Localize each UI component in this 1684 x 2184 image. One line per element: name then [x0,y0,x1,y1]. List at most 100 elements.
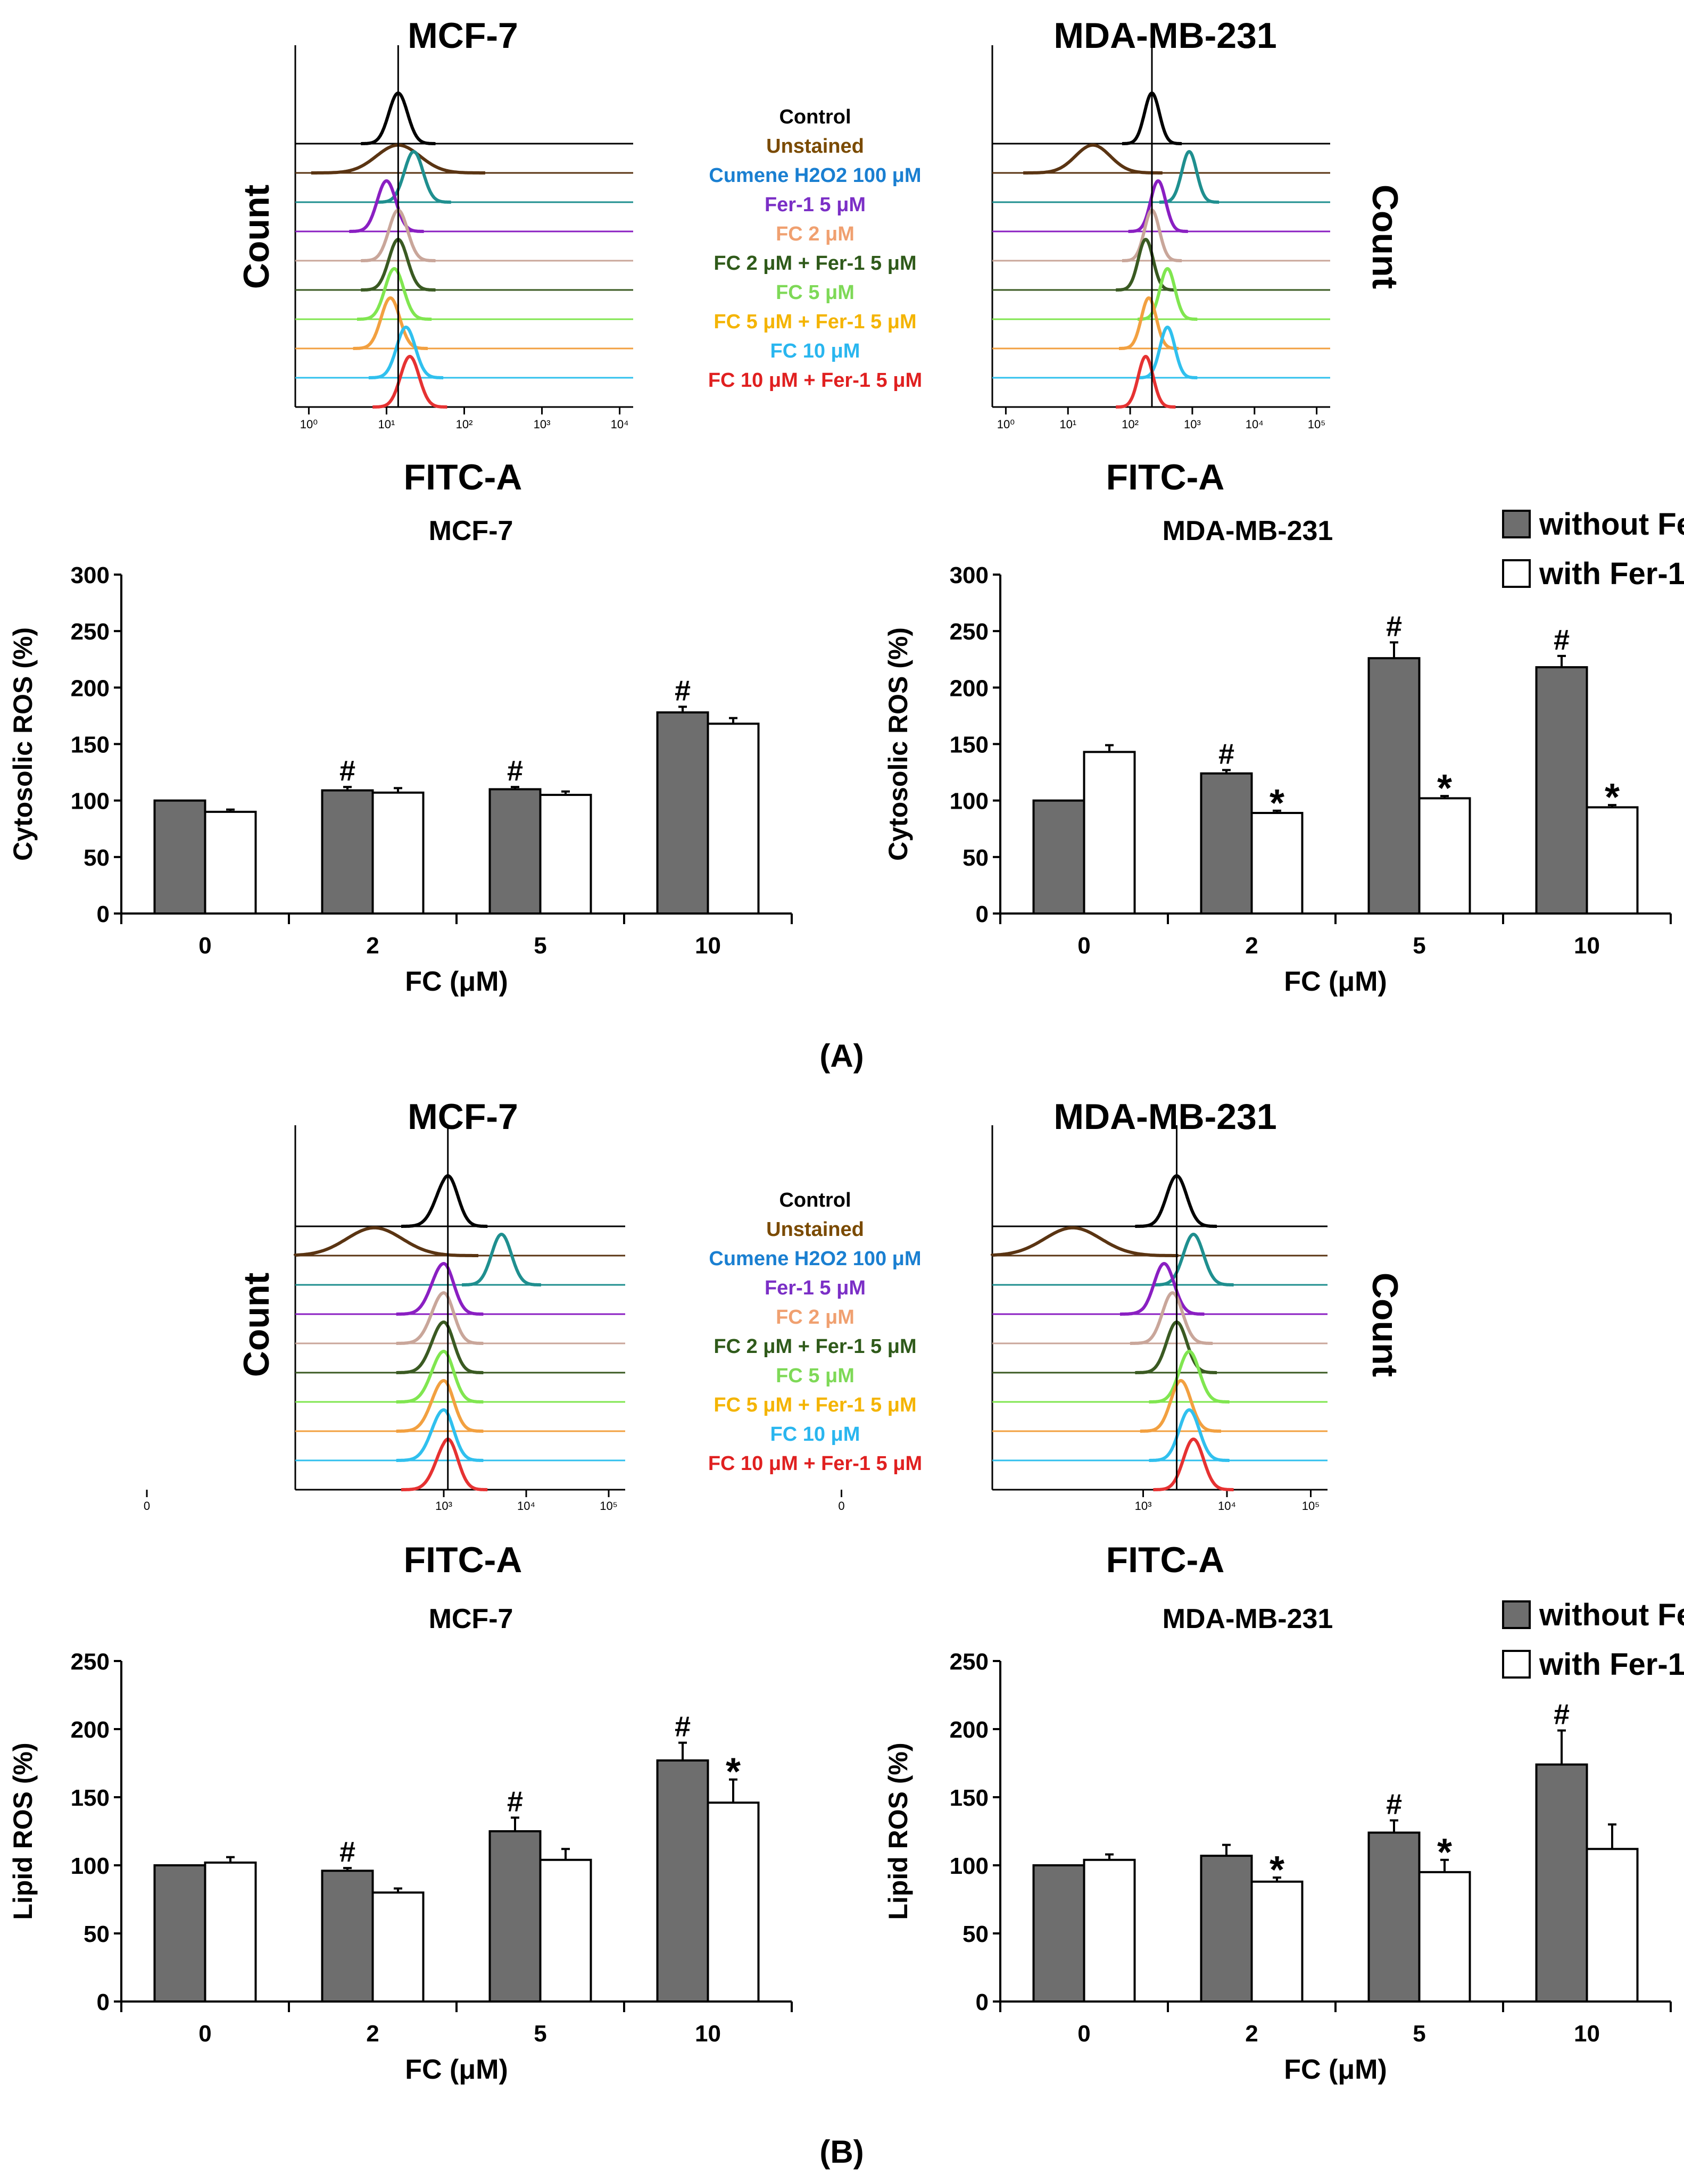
flow-legend-entry: Unstained [766,135,864,157]
flow-tick-label: 0 [838,1499,844,1513]
flow-legend-entry: FC 5 μM [776,1365,855,1387]
legend-swatch-without [1502,510,1531,538]
bar-y-tick-label: 250 [71,619,110,645]
flow-tick-label: 10⁵ [600,1499,618,1513]
flow-x-label: FITC-A [404,457,522,497]
flow-histogram-curve [1153,1437,1234,1491]
bar-chart-title: MCF-7 [429,1604,513,1634]
flow-histogram-curve [349,179,424,233]
bar-x-tick-label: 2 [1245,2021,1258,2047]
flow-tick-label: 10² [1122,418,1139,431]
significance-marker: # [675,1711,691,1743]
bar-without-fer1 [1535,1763,1588,2003]
bar-y-tick-label: 250 [950,619,989,645]
flow-histogram-curve [396,1261,484,1316]
bar-without-fer1 [488,1830,542,2003]
bar-x-tick-label: 2 [1245,933,1258,959]
flow-histogram-curve [1120,1261,1205,1316]
flow-y-label: Count [236,1273,277,1377]
bar-with-fer1 [204,1861,257,2003]
bar-y-tick-label: 150 [71,1785,110,1811]
flow-title: MDA-MB-231 [1053,1097,1276,1137]
flow-legend-entry: Fer-1 5 μM [765,1277,866,1299]
flow-tick-label: 10¹ [1059,418,1076,431]
bar-x-label: FC (μM) [1284,2054,1387,2085]
flow-histogram-curve [368,325,444,379]
bar-y-tick-label: 250 [950,1649,989,1675]
bar-y-tick-label: 150 [71,732,110,758]
bar-y-tick-label: 150 [950,732,989,758]
bar-y-tick-label: 200 [71,675,110,701]
significance-marker: * [1605,776,1620,819]
flow-tick-label: 10⁵ [1308,418,1326,431]
bar-without-fer1 [1200,1855,1253,2003]
bar-y-tick-label: 0 [976,901,989,927]
flow-legend-entry: Control [779,106,851,128]
flow-legend-entry: FC 5 μM + Fer-1 5 μM [714,1394,916,1416]
flow-legend-entry: Cumene H2O2 100 μM [709,1248,921,1270]
bar-y-tick-label: 0 [976,1989,989,2015]
bar-y-tick-label: 200 [950,675,989,701]
flow-tick-label: 10³ [1135,1499,1152,1513]
significance-marker: # [339,755,355,787]
flow-legend-entry: Fer-1 5 μM [765,194,866,216]
bar-x-tick-label: 0 [1077,2021,1090,2047]
flow-y-label: Count [236,185,277,289]
flow-legend-entry: FC 2 μM [776,1306,855,1328]
flow-histogram-curve [294,1226,479,1257]
flow-histogram-curve [1140,1379,1221,1433]
panel-label-a: (A) [819,1038,864,1074]
bar-without-fer1 [321,789,374,915]
bar-without-fer1 [1367,657,1421,915]
bar-y-label: Cytosolic ROS (%) [883,627,913,861]
flow-histogram-curve [357,267,432,321]
legend-label-without: without Fer-1 [1539,1598,1684,1632]
bar-y-tick-label: 0 [97,901,110,927]
legend-swatch-with [1502,1650,1531,1679]
flow-y-label: Count [1365,185,1405,289]
bar-without-fer1 [153,1864,206,2003]
significance-marker: # [1386,1789,1402,1821]
flow-legend-entry: FC 10 μM + Fer-1 5 μM [708,1452,922,1475]
flow-legend-entry: FC 2 μM + Fer-1 5 μM [714,252,916,275]
flow-legend-entry: FC 5 μM + Fer-1 5 μM [714,311,916,333]
bar-without-fer1 [1032,799,1085,915]
bar-without-fer1 [1032,1864,1085,2003]
flow-tick-label: 10³ [1184,418,1201,431]
flow-histogram-curve [1023,143,1163,175]
flow-histogram-curve [1116,237,1176,292]
significance-marker: # [1218,738,1234,770]
bar-with-fer1 [1083,751,1136,915]
flow-tick-label: 10⁰ [300,418,318,431]
flow-histogram-curve [396,1408,484,1462]
flow-tick-label: 10⁴ [1246,418,1264,431]
bar-y-label: Lipid ROS (%) [883,1742,913,1920]
bar-without-fer1 [1367,1831,1421,2003]
flow-histogram-curve [1149,1408,1230,1462]
flow-histogram-curve [396,1349,484,1404]
bar-with-fer1 [371,1891,425,2003]
bar-y-tick-label: 300 [950,562,989,588]
bar-with-fer1 [1586,1848,1639,2003]
flow-legend-entry: FC 5 μM [776,281,855,304]
flow-histogram-curve [991,1226,1179,1257]
bar-y-tick-label: 100 [71,1853,110,1879]
significance-marker: # [675,675,691,707]
bar-with-fer1 [1250,812,1304,915]
bar-y-tick-label: 200 [71,1717,110,1743]
flow-title: MCF-7 [408,1097,518,1137]
flow-y-label: Count [1365,1273,1405,1377]
bar-y-tick-label: 150 [950,1785,989,1811]
bar-chart-title: MCF-7 [429,516,513,546]
flow-legend-entry: FC 10 μM [770,1423,860,1446]
bar-with-fer1 [1250,1880,1304,2003]
flow-histogram-curve [401,1174,488,1228]
flow-tick-label: 10⁴ [517,1499,535,1513]
bar-with-fer1 [539,1858,592,2003]
bar-x-tick-label: 10 [695,933,721,959]
flow-histogram-curve [1130,1291,1213,1345]
bar-x-tick-label: 0 [198,2021,211,2047]
flow-x-label: FITC-A [404,1540,522,1580]
